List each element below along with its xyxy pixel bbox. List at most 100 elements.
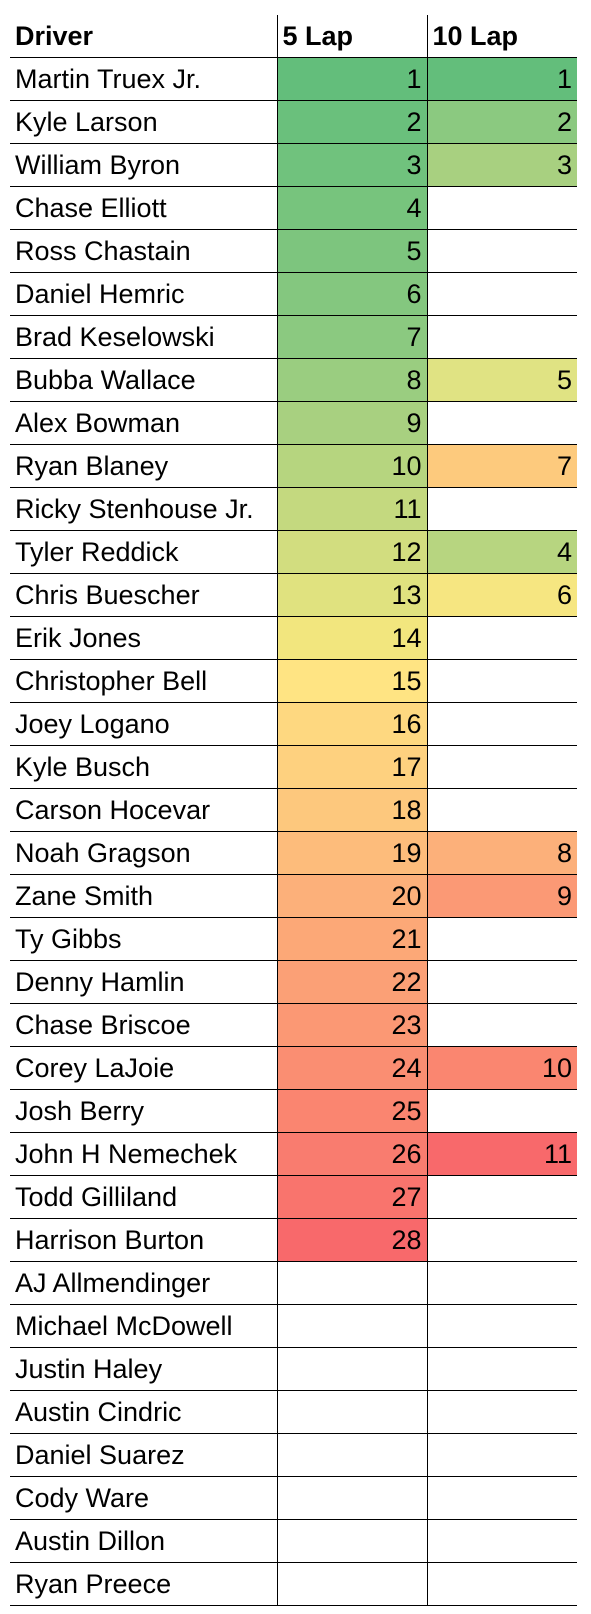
ten-lap-cell[interactable]: 1 xyxy=(426,57,577,101)
five-lap-cell[interactable]: 7 xyxy=(276,315,428,359)
driver-cell[interactable]: Alex Bowman xyxy=(10,401,278,445)
ten-lap-cell[interactable] xyxy=(426,1089,577,1133)
driver-cell[interactable]: Zane Smith xyxy=(10,874,278,918)
five-lap-cell[interactable] xyxy=(276,1390,428,1434)
five-lap-cell[interactable]: 12 xyxy=(276,530,428,574)
five-lap-cell[interactable] xyxy=(276,1519,428,1563)
ten-lap-cell[interactable] xyxy=(426,702,577,746)
ten-lap-cell[interactable] xyxy=(426,659,577,703)
driver-cell[interactable]: Carson Hocevar xyxy=(10,788,278,832)
five-lap-cell[interactable] xyxy=(276,1347,428,1391)
driver-cell[interactable]: Michael McDowell xyxy=(10,1304,278,1348)
driver-cell[interactable]: Brad Keselowski xyxy=(10,315,278,359)
five-lap-cell[interactable]: 8 xyxy=(276,358,428,402)
driver-cell[interactable]: Christopher Bell xyxy=(10,659,278,703)
driver-cell[interactable]: Todd Gilliland xyxy=(10,1175,278,1219)
driver-cell[interactable]: AJ Allmendinger xyxy=(10,1261,278,1305)
driver-cell[interactable]: Austin Cindric xyxy=(10,1390,278,1434)
ten-lap-cell[interactable]: 11 xyxy=(426,1132,577,1176)
ten-lap-cell[interactable]: 6 xyxy=(426,573,577,617)
driver-cell[interactable]: Daniel Suarez xyxy=(10,1433,278,1477)
five-lap-cell[interactable] xyxy=(276,1261,428,1305)
ten-lap-cell[interactable]: 7 xyxy=(426,444,577,488)
driver-cell[interactable]: Corey LaJoie xyxy=(10,1046,278,1090)
driver-cell[interactable]: Ross Chastain xyxy=(10,229,278,273)
ten-lap-cell[interactable] xyxy=(426,745,577,789)
five-lap-cell[interactable]: 13 xyxy=(276,573,428,617)
driver-cell[interactable]: Chase Briscoe xyxy=(10,1003,278,1047)
five-lap-cell[interactable]: 19 xyxy=(276,831,428,875)
five-lap-cell[interactable]: 24 xyxy=(276,1046,428,1090)
five-lap-cell[interactable]: 28 xyxy=(276,1218,428,1262)
ten-lap-cell[interactable] xyxy=(426,315,577,359)
five-lap-cell[interactable]: 6 xyxy=(276,272,428,316)
ten-lap-cell[interactable] xyxy=(426,1433,577,1477)
ten-lap-cell[interactable]: 9 xyxy=(426,874,577,918)
driver-cell[interactable]: Justin Haley xyxy=(10,1347,278,1391)
driver-cell[interactable]: Daniel Hemric xyxy=(10,272,278,316)
ten-lap-cell[interactable]: 10 xyxy=(426,1046,577,1090)
ten-lap-cell[interactable] xyxy=(426,487,577,531)
five-lap-cell[interactable]: 16 xyxy=(276,702,428,746)
driver-cell[interactable]: Austin Dillon xyxy=(10,1519,278,1563)
driver-cell[interactable]: Tyler Reddick xyxy=(10,530,278,574)
ten-lap-cell[interactable] xyxy=(426,616,577,660)
five-lap-cell[interactable]: 23 xyxy=(276,1003,428,1047)
five-lap-cell[interactable]: 10 xyxy=(276,444,428,488)
driver-cell[interactable]: Chris Buescher xyxy=(10,573,278,617)
header-driver[interactable]: Driver xyxy=(10,15,278,58)
ten-lap-cell[interactable] xyxy=(426,1476,577,1520)
five-lap-cell[interactable]: 17 xyxy=(276,745,428,789)
five-lap-cell[interactable]: 27 xyxy=(276,1175,428,1219)
five-lap-cell[interactable]: 21 xyxy=(276,917,428,961)
ten-lap-cell[interactable] xyxy=(426,401,577,445)
five-lap-cell[interactable]: 18 xyxy=(276,788,428,832)
driver-cell[interactable]: Ty Gibbs xyxy=(10,917,278,961)
five-lap-cell[interactable]: 15 xyxy=(276,659,428,703)
five-lap-cell[interactable]: 1 xyxy=(276,57,428,101)
header-5-lap[interactable]: 5 Lap xyxy=(276,15,428,58)
driver-cell[interactable]: Joey Logano xyxy=(10,702,278,746)
driver-cell[interactable]: William Byron xyxy=(10,143,278,187)
driver-cell[interactable]: Harrison Burton xyxy=(10,1218,278,1262)
ten-lap-cell[interactable] xyxy=(426,1304,577,1348)
driver-cell[interactable]: Ryan Preece xyxy=(10,1562,278,1606)
five-lap-cell[interactable] xyxy=(276,1433,428,1477)
five-lap-cell[interactable]: 14 xyxy=(276,616,428,660)
five-lap-cell[interactable]: 4 xyxy=(276,186,428,230)
ten-lap-cell[interactable] xyxy=(426,1003,577,1047)
ten-lap-cell[interactable] xyxy=(426,1218,577,1262)
driver-cell[interactable]: John H Nemechek xyxy=(10,1132,278,1176)
driver-cell[interactable]: Erik Jones xyxy=(10,616,278,660)
ten-lap-cell[interactable] xyxy=(426,960,577,1004)
five-lap-cell[interactable]: 11 xyxy=(276,487,428,531)
five-lap-cell[interactable]: 3 xyxy=(276,143,428,187)
five-lap-cell[interactable]: 22 xyxy=(276,960,428,1004)
five-lap-cell[interactable]: 5 xyxy=(276,229,428,273)
driver-cell[interactable]: Ricky Stenhouse Jr. xyxy=(10,487,278,531)
ten-lap-cell[interactable] xyxy=(426,1562,577,1606)
ten-lap-cell[interactable]: 3 xyxy=(426,143,577,187)
five-lap-cell[interactable] xyxy=(276,1304,428,1348)
driver-cell[interactable]: Ryan Blaney xyxy=(10,444,278,488)
five-lap-cell[interactable]: 2 xyxy=(276,100,428,144)
ten-lap-cell[interactable] xyxy=(426,1390,577,1434)
ten-lap-cell[interactable] xyxy=(426,229,577,273)
five-lap-cell[interactable]: 25 xyxy=(276,1089,428,1133)
five-lap-cell[interactable]: 9 xyxy=(276,401,428,445)
ten-lap-cell[interactable] xyxy=(426,788,577,832)
driver-cell[interactable]: Kyle Busch xyxy=(10,745,278,789)
five-lap-cell[interactable]: 20 xyxy=(276,874,428,918)
ten-lap-cell[interactable]: 2 xyxy=(426,100,577,144)
ten-lap-cell[interactable]: 5 xyxy=(426,358,577,402)
header-10-lap[interactable]: 10 Lap xyxy=(426,15,577,58)
ten-lap-cell[interactable]: 8 xyxy=(426,831,577,875)
five-lap-cell[interactable] xyxy=(276,1562,428,1606)
five-lap-cell[interactable] xyxy=(276,1476,428,1520)
five-lap-cell[interactable]: 26 xyxy=(276,1132,428,1176)
ten-lap-cell[interactable] xyxy=(426,186,577,230)
driver-cell[interactable]: Kyle Larson xyxy=(10,100,278,144)
driver-cell[interactable]: Cody Ware xyxy=(10,1476,278,1520)
ten-lap-cell[interactable] xyxy=(426,1261,577,1305)
driver-cell[interactable]: Noah Gragson xyxy=(10,831,278,875)
